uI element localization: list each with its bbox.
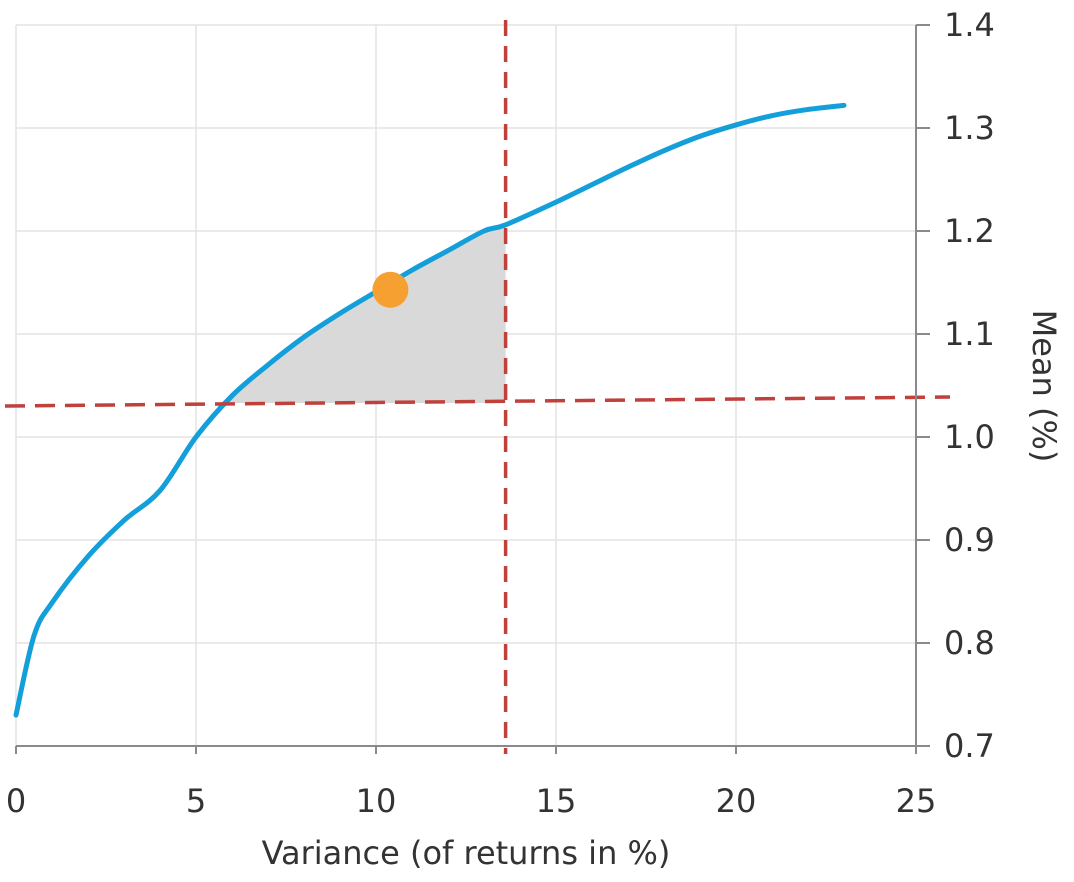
curve-layer	[13, 102, 847, 718]
y-tick-label: 1.1	[944, 315, 995, 353]
tick-labels: 0 5 10 15 20 250.7 0.8 0.9 1.0 1.1 1.2 1.3 1.4	[6, 6, 995, 820]
y-tick-label: 1.2	[944, 212, 995, 250]
x-tick-label: 15	[536, 782, 577, 820]
reference-lines-layer	[4, 20, 951, 754]
y-tick-label: 0.7	[944, 727, 995, 765]
shaded-region-layer	[217, 224, 506, 413]
efficient-frontier-curve	[13, 102, 847, 718]
shaded-region	[217, 224, 506, 413]
horizontal-reference-line	[4, 395, 951, 408]
y-tick-label: 1.3	[944, 109, 995, 147]
y-axis-title: Mean (%)	[1025, 310, 1063, 463]
x-tick-label: 25	[896, 782, 937, 820]
y-tick-label: 1.0	[944, 418, 995, 456]
y-tick-label: 0.9	[944, 521, 995, 559]
axes	[15, 24, 930, 754]
y-tick-label: 1.4	[944, 6, 995, 44]
x-tick-label: 0	[6, 782, 26, 820]
x-tick-label: 5	[186, 782, 206, 820]
x-axis-title: Variance (of returns in %)	[262, 834, 671, 872]
highlight-point-layer	[372, 271, 409, 308]
highlight-point	[372, 271, 409, 308]
x-tick-label: 20	[716, 782, 757, 820]
x-tick-label: 10	[356, 782, 397, 820]
y-tick-label: 0.8	[944, 624, 995, 662]
